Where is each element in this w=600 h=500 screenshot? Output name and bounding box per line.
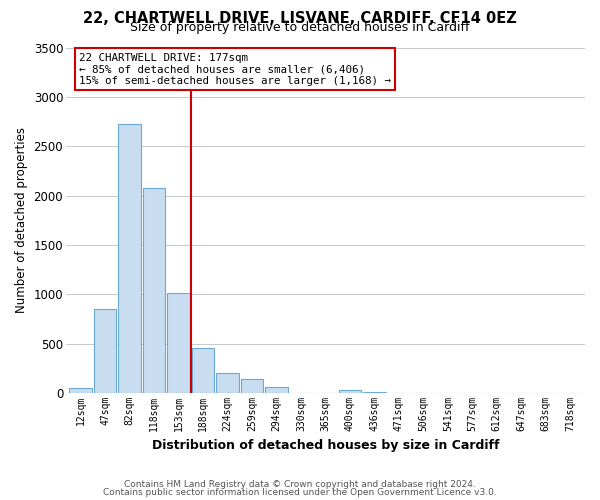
- Text: Contains HM Land Registry data © Crown copyright and database right 2024.: Contains HM Land Registry data © Crown c…: [124, 480, 476, 489]
- Text: 22 CHARTWELL DRIVE: 177sqm
← 85% of detached houses are smaller (6,406)
15% of s: 22 CHARTWELL DRIVE: 177sqm ← 85% of deta…: [79, 52, 391, 86]
- Bar: [241, 380, 263, 393]
- Bar: [216, 373, 239, 393]
- Bar: [167, 294, 190, 393]
- Bar: [70, 388, 92, 393]
- Bar: [94, 308, 116, 393]
- Bar: [118, 124, 141, 393]
- Text: Size of property relative to detached houses in Cardiff: Size of property relative to detached ho…: [130, 22, 470, 35]
- X-axis label: Distribution of detached houses by size in Cardiff: Distribution of detached houses by size …: [152, 440, 499, 452]
- Text: 22, CHARTWELL DRIVE, LISVANE, CARDIFF, CF14 0EZ: 22, CHARTWELL DRIVE, LISVANE, CARDIFF, C…: [83, 11, 517, 26]
- Y-axis label: Number of detached properties: Number of detached properties: [15, 128, 28, 314]
- Bar: [265, 387, 288, 393]
- Bar: [143, 188, 166, 393]
- Bar: [339, 390, 361, 393]
- Bar: [363, 392, 386, 393]
- Bar: [192, 348, 214, 393]
- Text: Contains public sector information licensed under the Open Government Licence v3: Contains public sector information licen…: [103, 488, 497, 497]
